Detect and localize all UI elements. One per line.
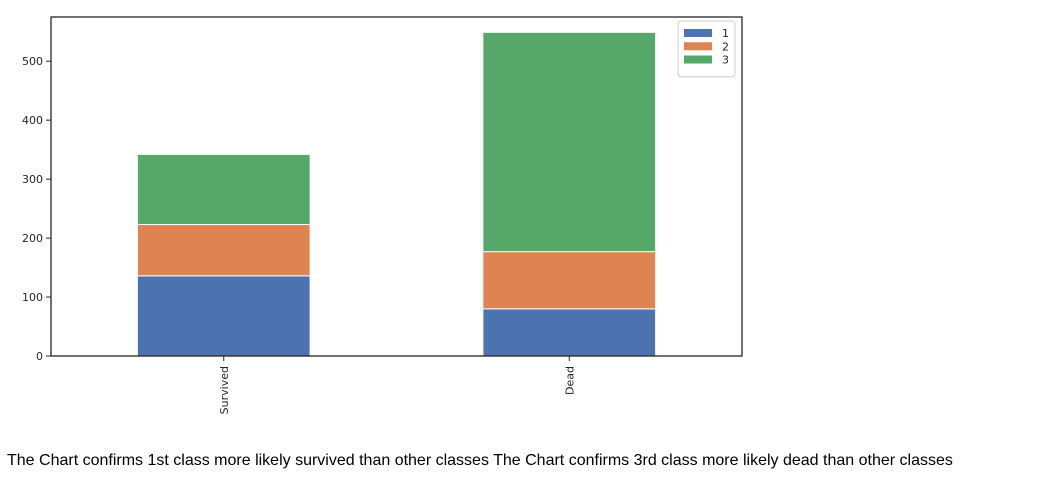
bar-survived-class-1 — [136, 275, 311, 357]
y-tick-label: 200 — [22, 232, 43, 245]
bar-dead-class-3 — [482, 31, 657, 253]
y-tick-label: 100 — [22, 291, 43, 304]
y-tick-label: 300 — [22, 173, 43, 186]
plot-frame — [50, 16, 743, 357]
x-tick-label-dead: Dead — [563, 366, 576, 395]
legend-swatch-2 — [684, 42, 712, 51]
x-tick-label-survived: Survived — [218, 366, 231, 414]
y-tick-label: 0 — [36, 350, 43, 363]
bar-dead-class-1 — [482, 308, 657, 357]
legend-label-2: 2 — [722, 40, 729, 53]
legend-swatch-1 — [684, 29, 712, 37]
y-axis: 0 100 200 300 400 500 — [22, 55, 51, 363]
legend-label-1: 1 — [722, 27, 729, 40]
bar-dead-class-2 — [482, 251, 657, 310]
stacked-bar-chart: 0 100 200 300 400 500 Survived Dead 123 — [22, 16, 743, 414]
y-tick-label: 400 — [22, 114, 43, 127]
bars-layer — [136, 31, 657, 357]
bar-survived-class-3 — [136, 153, 311, 226]
bar-survived-class-2 — [136, 224, 311, 277]
legend: 123 — [677, 20, 736, 78]
legend-label-3: 3 — [722, 54, 729, 67]
chart-caption: The Chart confirms 1st class more likely… — [7, 452, 953, 469]
x-axis: Survived Dead — [218, 356, 576, 414]
y-tick-label: 500 — [22, 55, 43, 68]
legend-swatch-3 — [684, 55, 712, 64]
